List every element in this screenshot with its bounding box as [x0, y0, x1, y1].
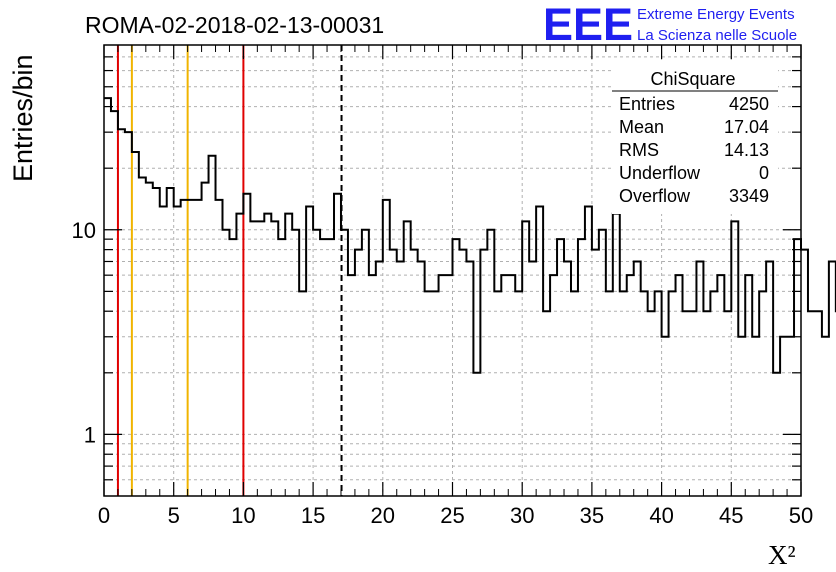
- y-axis-label: Entries/bin: [8, 54, 38, 182]
- x-tick-label: 10: [231, 503, 255, 528]
- x-tick-label: 15: [301, 503, 325, 528]
- stats-label-overflow: Overflow: [619, 186, 691, 206]
- stats-value-mean: 17.04: [724, 117, 769, 137]
- x-tick-label: 20: [371, 503, 395, 528]
- x-tick-label: 0: [98, 503, 110, 528]
- stats-box: ChiSquare Entries 4250 Mean 17.04 RMS 14…: [612, 62, 778, 214]
- eee-logo: EEE Extreme Energy Events La Scienza nel…: [543, 0, 797, 50]
- stats-label-rms: RMS: [619, 140, 659, 160]
- stats-value-rms: 14.13: [724, 140, 769, 160]
- x-tick-label: 50: [789, 503, 813, 528]
- y-tick-label: 1: [84, 422, 96, 447]
- stats-value-entries: 4250: [729, 94, 769, 114]
- stats-label-entries: Entries: [619, 94, 675, 114]
- x-tick-label: 35: [580, 503, 604, 528]
- reference-lines: [116, 45, 343, 496]
- logo-text: EEE: [543, 0, 633, 50]
- axes: 0 5 10 15 20 25 30 35 40 45 50 1 10: [72, 44, 813, 528]
- grid-lines: [104, 45, 801, 496]
- logo-line2: La Scienza nelle Scuole: [637, 27, 797, 44]
- x-tick-label: 5: [168, 503, 180, 528]
- x-tick-label: 25: [440, 503, 464, 528]
- stats-value-underflow: 0: [759, 163, 769, 183]
- x-tick-label: 45: [719, 503, 743, 528]
- stats-label-mean: Mean: [619, 117, 664, 137]
- x-tick-label: 30: [510, 503, 534, 528]
- stats-box-bg: [612, 62, 778, 214]
- x-axis-label: X²: [768, 540, 796, 570]
- logo-line1: Extreme Energy Events: [637, 6, 795, 23]
- stats-value-overflow: 3349: [729, 186, 769, 206]
- run-title: ROMA-02-2018-02-13-00031: [85, 12, 384, 38]
- y-tick-label: 10: [72, 218, 96, 243]
- stats-title: ChiSquare: [650, 69, 735, 89]
- histogram-line: [104, 97, 836, 374]
- x-tick-label: 40: [649, 503, 673, 528]
- stats-label-underflow: Underflow: [619, 163, 701, 183]
